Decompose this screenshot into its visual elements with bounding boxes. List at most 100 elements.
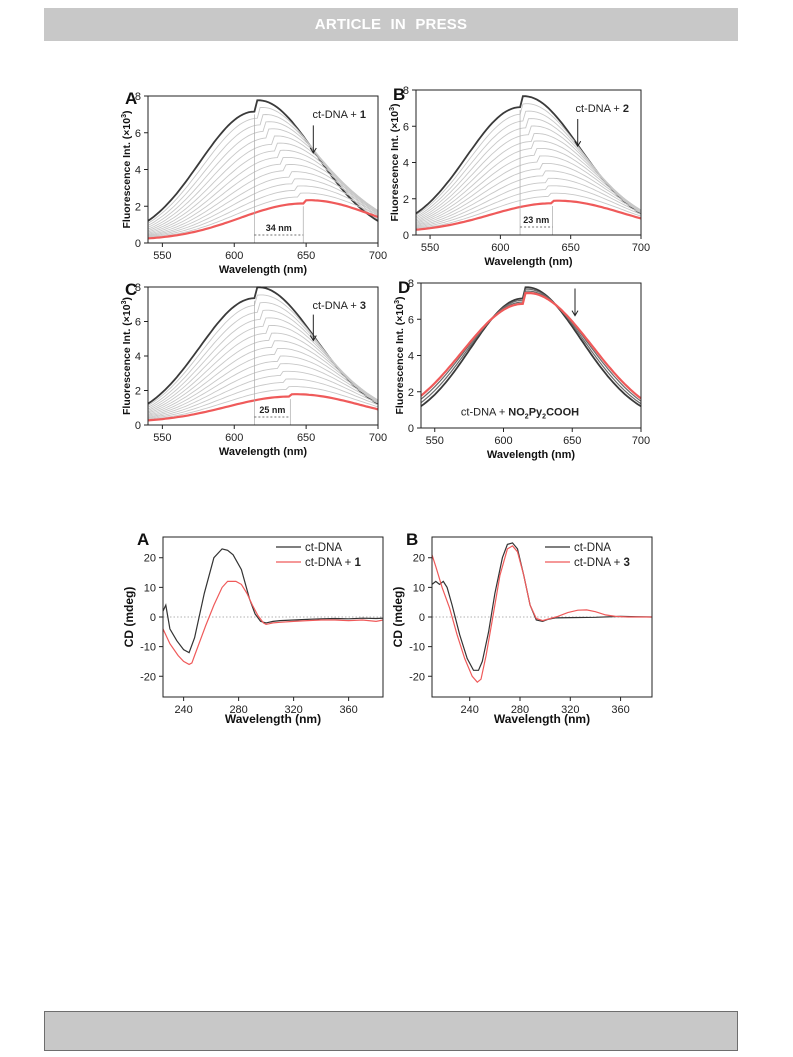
fluorescence-axis-ytick-label: 0 — [408, 423, 414, 435]
y-axis-title-sup: 3 — [389, 107, 396, 111]
running-header-bar: ARTICLE IN PRESS — [44, 8, 738, 41]
x-axis-title: Wavelength (nm) — [487, 449, 576, 461]
fluorescence-axis-ytick-label: 0 — [403, 230, 409, 242]
running-header-text: ARTICLE IN PRESS — [314, 16, 468, 33]
cd-axis-ytick-label: 10 — [413, 582, 425, 594]
y-axis-title-sup: 3 — [121, 114, 128, 118]
fluorescence-axis-ytick-label: 8 — [135, 282, 141, 294]
cd-axis-ytick-label: 20 — [413, 553, 425, 565]
annotation-sub: 2 — [542, 413, 546, 420]
cd-axis-xtick-label: 360 — [339, 704, 357, 716]
y-axis-title-sup: 3 — [121, 300, 128, 304]
legend-label: ct-DNA + 1 — [305, 557, 362, 569]
spectrum-line — [147, 164, 379, 236]
legend-label: ct-DNA + 3 — [574, 557, 630, 569]
spectrum-line — [147, 355, 379, 417]
fluorescence-axis-xtick-label: 600 — [491, 242, 509, 254]
x-axis-title: Wavelength (nm) — [484, 256, 573, 268]
spectrum-line — [147, 142, 379, 233]
fluorescence-axis-xtick-label: 550 — [153, 250, 171, 262]
fluorescence-axis-xtick-label: 650 — [297, 432, 315, 444]
y-axis-title: Fluorescence Int. (×103) — [121, 297, 133, 415]
spectrum-line — [147, 156, 379, 235]
spectrum-line — [147, 347, 379, 416]
fluorescence-axis-ytick-label: 8 — [403, 85, 409, 97]
legend-label: ct-DNA — [305, 542, 342, 554]
fluorescence-axis-ytick-label: 2 — [403, 194, 409, 206]
fluorescence-panel-B: B 23 nm ct-DNA + 2 550 600 650 700 0 2 4 6 8 Wavelen… — [389, 85, 650, 268]
annotation-plain: ct-DNA + — [461, 406, 508, 418]
fluorescence-axis-xtick-label: 550 — [421, 242, 439, 254]
fluorescence-axis-ytick-label: 2 — [408, 387, 414, 399]
spectrum-line — [147, 192, 379, 239]
y-axis-title: CD (mdeg) — [122, 587, 136, 648]
annotation-bold: COOH — [546, 406, 579, 418]
legend-label-plain: ct-DNA + — [305, 557, 355, 569]
spectrum-line — [420, 290, 642, 402]
spectrum-line — [147, 128, 379, 230]
decrease-arrow-head — [571, 310, 579, 317]
y-axis-title: Fluorescence Int. (×103) — [121, 111, 133, 229]
cd-axis-xtick-label: 240 — [461, 704, 479, 716]
cd-axis-ytick-label: -10 — [409, 642, 425, 654]
y-axis-title-sup: 3 — [394, 300, 401, 304]
decrease-arrow-head — [309, 335, 317, 342]
x-axis-title: Wavelength (nm) — [219, 446, 308, 458]
spectrum-line — [415, 170, 642, 227]
panel-letter: B — [406, 530, 418, 549]
spectrum-line — [147, 178, 379, 238]
fluorescence-panel-C: C 25 nm ct-DNA + 3 550 600 650 700 0 2 4 6 8 Wavelen… — [121, 280, 387, 458]
fluorescence-axis-ytick-label: 0 — [135, 420, 141, 432]
cd-axis-xtick-label: 280 — [511, 704, 529, 716]
fluorescence-axis-ytick-label: 2 — [135, 201, 141, 213]
compound-annotation: ct-DNA + 3 — [313, 300, 367, 312]
spectrum-line — [415, 147, 642, 224]
spectrum-line — [147, 317, 379, 411]
panel-letter: A — [125, 89, 137, 108]
panel-letter: C — [125, 280, 137, 299]
fluorescence-axis-xtick-label: 550 — [426, 435, 444, 447]
spectrum-line — [415, 177, 642, 228]
spectrum-line — [147, 378, 379, 420]
fluorescence-axis-xtick-label: 650 — [563, 435, 581, 447]
spectrum-line — [415, 155, 642, 226]
y-axis-title: Fluorescence Int. (×103) — [389, 104, 401, 222]
annotation-bold: 3 — [360, 300, 366, 312]
spectrum-line — [415, 140, 642, 223]
spectrum-line — [147, 185, 379, 238]
annotation-bold: 2 — [623, 103, 629, 115]
fluorescence-panel-A: A 34 nm ct-DNA + 1 550 600 650 700 0 2 4 6 8 Wavelen… — [121, 89, 387, 276]
y-axis-title-end: ) — [394, 297, 406, 301]
y-axis-title: Fluorescence Int. (×103) — [394, 297, 406, 415]
fluorescence-axis-xtick-label: 700 — [369, 432, 387, 444]
cd-axis-ytick-label: -20 — [140, 671, 156, 683]
peak-shift-label: 34 nm — [266, 223, 292, 233]
decrease-arrow-head — [309, 147, 317, 154]
y-axis-title-main: Fluorescence Int. (×10 — [394, 304, 406, 415]
cd-axis-ytick-label: 20 — [144, 553, 156, 565]
fluorescence-axis-ytick-label: 4 — [403, 158, 409, 170]
annotation-plain: ct-DNA + — [313, 109, 360, 121]
fluorescence-axis-xtick-label: 700 — [632, 242, 650, 254]
spectrum-line — [147, 393, 379, 422]
spectrum-line — [415, 162, 642, 227]
annotation-bold: Py — [529, 406, 543, 418]
spectrum-line — [147, 199, 379, 240]
compound-annotation: ct-DNA + NO2Py2COOH — [461, 406, 579, 420]
fluorescence-axis-ytick-label: 8 — [408, 278, 414, 290]
cd-axis-xtick-label: 320 — [284, 704, 302, 716]
spectrum-line — [147, 370, 379, 419]
x-axis-title: Wavelength (nm) — [219, 264, 308, 276]
annotation-bold: NO — [508, 406, 525, 418]
fluorescence-axis-ytick-label: 4 — [408, 351, 414, 363]
panel-letter: B — [393, 85, 405, 104]
fluorescence-axis-ytick-label: 0 — [135, 238, 141, 250]
running-footer-bar — [44, 1011, 738, 1051]
legend-label-plain: ct-DNA — [574, 542, 611, 554]
spectrum-line — [415, 125, 642, 221]
fluorescence-axis-xtick-label: 650 — [297, 250, 315, 262]
spectrum-line — [147, 149, 379, 234]
legend-label-plain: ct-DNA — [305, 542, 342, 554]
